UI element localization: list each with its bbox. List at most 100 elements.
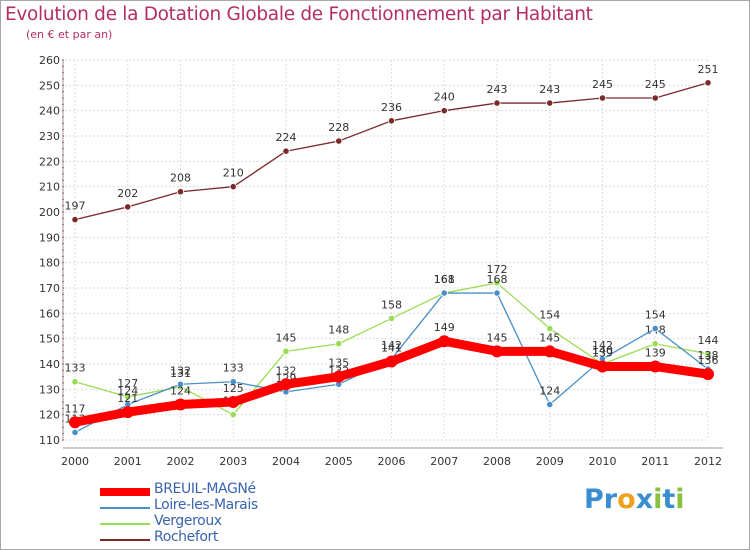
x-tick-label: 2007 <box>430 455 458 468</box>
data-label: 158 <box>381 298 402 311</box>
data-point <box>69 416 81 429</box>
x-tick-label: 2001 <box>114 455 142 468</box>
data-label: 133 <box>65 362 86 375</box>
data-point <box>546 324 554 333</box>
data-point <box>704 350 712 358</box>
x-tick-label: 2002 <box>167 455 195 468</box>
data-point <box>543 345 556 358</box>
data-label: 168 <box>434 273 455 286</box>
data-point <box>71 378 79 386</box>
data-point <box>596 360 609 373</box>
x-tick-label: 2003 <box>219 455 247 468</box>
y-tick-label: 140 <box>39 358 60 371</box>
legend-label: BREUIL-MAGNé <box>154 481 256 497</box>
y-tick-label: 180 <box>39 257 60 270</box>
data-label: 208 <box>170 172 191 185</box>
data-label: 142 <box>592 339 613 352</box>
legend-swatch <box>100 523 150 525</box>
data-label: 245 <box>592 78 613 91</box>
y-tick-label: 170 <box>39 282 60 295</box>
data-label: 125 <box>223 382 244 395</box>
logo-letter: t <box>662 484 676 515</box>
logo-letter: r <box>603 484 618 515</box>
data-label: 133 <box>223 362 244 375</box>
data-point <box>335 340 343 348</box>
data-label: 117 <box>65 402 86 415</box>
x-tick-label: 2006 <box>378 455 406 468</box>
data-point <box>493 289 501 297</box>
legend-label: Loire-les-Marais <box>154 497 258 513</box>
data-label: 145 <box>539 331 560 344</box>
data-label: 154 <box>539 309 560 322</box>
y-tick-label: 200 <box>39 206 60 219</box>
data-label: 148 <box>328 324 349 337</box>
data-point <box>546 400 554 409</box>
data-point <box>176 380 185 388</box>
chart-title: Evolution de la Dotation Globale de Fonc… <box>5 4 593 25</box>
data-point <box>229 411 237 419</box>
data-label: 144 <box>698 334 719 347</box>
data-point <box>493 99 501 107</box>
logo-letter: i <box>653 484 663 515</box>
legend-swatch <box>100 507 150 509</box>
data-label: 145 <box>487 331 508 344</box>
proxiti-logo: Proxiti <box>584 484 685 515</box>
y-tick-label: 220 <box>39 155 60 168</box>
data-label: 243 <box>487 83 508 96</box>
data-point <box>280 378 292 391</box>
y-tick-label: 240 <box>39 105 60 118</box>
y-tick-label: 120 <box>39 409 60 422</box>
data-point <box>124 393 132 401</box>
y-tick-label: 260 <box>39 54 60 67</box>
chart-subtitle: (en € et par an) <box>26 28 113 41</box>
legend-swatch <box>100 539 150 541</box>
x-tick-label: 2011 <box>641 455 669 468</box>
data-point <box>282 147 290 155</box>
data-label: 124 <box>117 385 138 398</box>
data-label: 228 <box>328 121 349 134</box>
logo-letter: o <box>617 484 636 515</box>
data-label: 121 <box>117 392 138 405</box>
data-label: 149 <box>434 321 455 334</box>
data-point <box>651 340 659 348</box>
data-label: 245 <box>645 78 666 91</box>
data-point <box>440 289 448 297</box>
data-label: 132 <box>170 364 191 377</box>
y-tick-label: 160 <box>39 307 60 320</box>
data-point <box>71 428 79 437</box>
data-point <box>493 279 501 287</box>
x-tick-label: 2005 <box>325 455 353 468</box>
y-tick-label: 230 <box>39 130 60 143</box>
y-tick-label: 130 <box>39 383 60 396</box>
data-point <box>387 117 396 125</box>
x-tick-label: 2004 <box>272 455 300 468</box>
x-tick-label: 2000 <box>61 455 89 468</box>
line-chart: 110 120 130 140 150 160 170 180 190 200 210 220 230 2… <box>39 54 723 468</box>
data-label: 140 <box>592 344 613 357</box>
data-label: 145 <box>276 331 297 344</box>
data-point <box>387 314 396 323</box>
data-label: 124 <box>170 385 191 398</box>
data-label: 236 <box>381 101 402 114</box>
data-point <box>335 137 343 145</box>
data-point <box>176 188 185 196</box>
data-point <box>440 107 448 115</box>
data-label: 168 <box>487 273 508 286</box>
legend-label: Rochefort <box>154 529 218 545</box>
data-point <box>227 396 240 409</box>
data-label: 161 <box>434 273 455 286</box>
logo-letter: x <box>635 484 654 515</box>
data-label: 197 <box>65 200 86 213</box>
data-label: 135 <box>328 357 349 370</box>
data-point <box>71 216 79 224</box>
data-label: 210 <box>223 167 244 180</box>
data-point <box>438 335 451 348</box>
data-point <box>174 398 187 411</box>
data-label: 131 <box>170 367 191 380</box>
legend-swatch <box>100 488 150 496</box>
data-label: 243 <box>539 83 560 96</box>
data-label: 172 <box>487 263 508 276</box>
data-label: 136 <box>698 354 719 367</box>
data-label: 142 <box>381 339 402 352</box>
